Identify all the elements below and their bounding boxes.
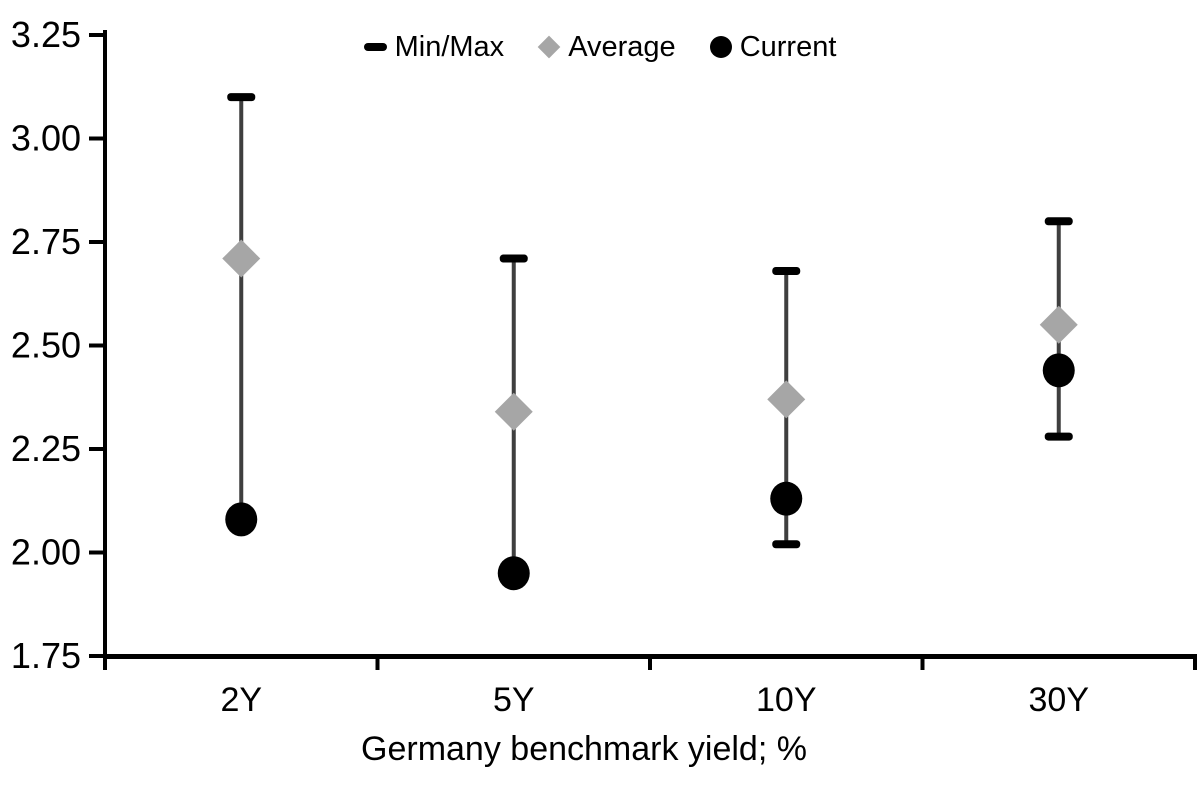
x-axis-tick [103,656,107,670]
min-cap-30Y [1044,432,1073,441]
current-marker-5Y [497,556,530,591]
x-category-label: 30Y [1029,681,1090,719]
y-tick-label: 2.00 [11,532,81,573]
average-marker-30Y [1039,305,1078,344]
average-marker-10Y [767,380,806,419]
max-cap-10Y [772,266,801,275]
y-axis-tick [89,240,105,244]
x-category-label: 10Y [756,681,817,719]
x-category-label: 2Y [220,681,262,719]
current-marker-2Y [225,502,258,537]
max-cap-30Y [1044,217,1073,226]
y-tick-label: 3.25 [11,14,81,55]
y-tick-label: 2.25 [11,428,81,469]
max-cap-5Y [499,254,528,263]
average-marker-5Y [494,392,533,431]
x-axis-tick [375,656,380,670]
x-category-label: 5Y [493,681,535,719]
y-tick-label: 3.00 [11,118,81,159]
current-marker-10Y [770,481,803,516]
y-tick-label: 2.50 [11,325,81,366]
x-axis-tick [920,656,925,670]
y-axis-tick [89,550,105,555]
y-axis-tick [89,654,105,658]
y-axis-tick [89,447,105,451]
average-marker-2Y [222,239,261,278]
current-marker-30Y [1042,353,1075,388]
x-axis-tick [648,656,652,670]
y-tick-label: 1.75 [11,635,81,676]
y-tick-label: 2.75 [11,221,81,262]
y-axis-tick [89,136,105,141]
y-axis-tick [89,33,105,37]
x-axis-tick [1193,656,1197,670]
max-cap-2Y [227,93,256,102]
min-cap-10Y [772,540,801,549]
y-axis-tick [89,343,105,348]
